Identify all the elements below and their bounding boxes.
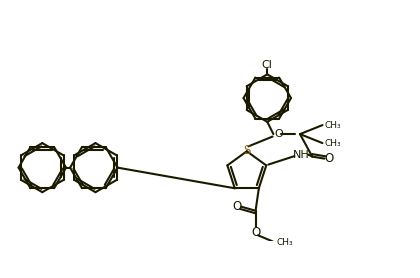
Text: O: O <box>274 129 283 139</box>
Text: O: O <box>325 152 334 165</box>
Text: CH₃: CH₃ <box>325 139 341 148</box>
Text: S: S <box>243 144 250 157</box>
Text: O: O <box>251 226 260 239</box>
Text: Cl: Cl <box>262 60 273 70</box>
Text: NH: NH <box>292 150 309 160</box>
Text: CH₃: CH₃ <box>325 121 341 130</box>
Text: O: O <box>233 200 242 213</box>
Text: CH₃: CH₃ <box>276 238 293 247</box>
